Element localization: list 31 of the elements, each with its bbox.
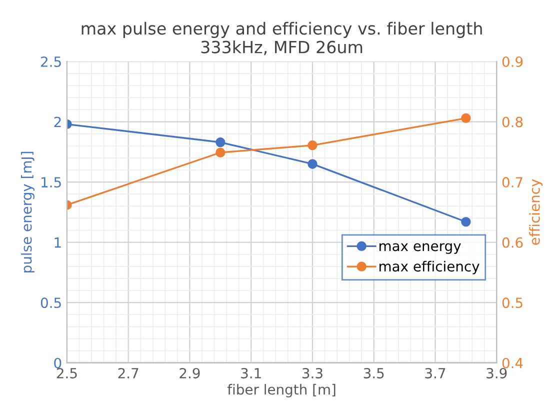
chart-title: max pulse energy and efficiency vs. fiber length 333kHz, MFD 26um	[82, 22, 482, 56]
y2-tick-label: 0.9	[502, 56, 523, 67]
point	[216, 148, 226, 158]
point	[461, 216, 471, 227]
y2-tick-label: 0.4	[502, 358, 523, 368]
point	[216, 137, 226, 148]
y2-tick-label: 0.5	[502, 298, 522, 308]
y-tick-label: 2	[54, 116, 61, 128]
legend-label: max efficiency	[380, 260, 480, 274]
y2-tick-label: 0.7	[502, 177, 522, 188]
legend-label: max energy	[380, 243, 461, 254]
x-tick-label: 3.1	[241, 368, 261, 378]
x-tick-label: 3.7	[425, 368, 446, 378]
y2-axis-title: efficiency	[529, 179, 543, 245]
y-axis-title: pulse energy [mJ]	[21, 152, 34, 272]
y-tick-label: 2.5	[41, 56, 61, 67]
y2-tick-label: 0.6	[502, 237, 523, 248]
point	[461, 113, 471, 124]
y-tick-label: 1	[54, 237, 61, 248]
y-tick-label: 0	[54, 358, 62, 368]
x-axis-title: fiber length [m]	[227, 384, 336, 398]
x-tick-label: 3.5	[364, 368, 384, 378]
y-tick-label: 0.5	[40, 298, 61, 308]
y-tick-label: 1.5	[42, 177, 61, 188]
y2-tick-label: 0.8	[502, 116, 523, 128]
x-tick-label: 2.7	[118, 368, 138, 378]
point	[308, 140, 318, 150]
x-tick-label: 3.9	[486, 368, 507, 378]
x-tick-label: 2.9	[180, 368, 200, 378]
point	[308, 159, 318, 169]
x-tick-label: 3.3	[302, 368, 322, 378]
